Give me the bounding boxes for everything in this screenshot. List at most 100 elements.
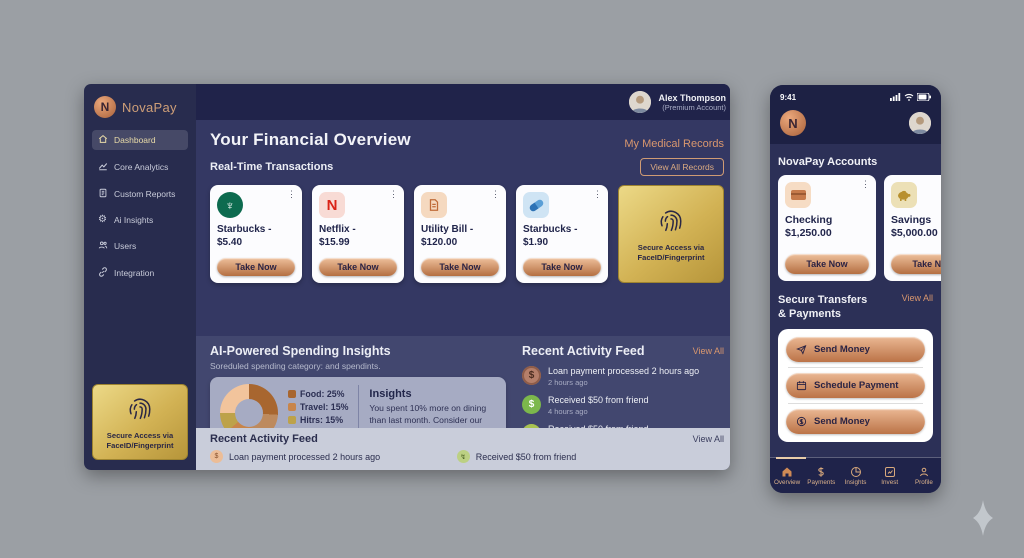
take-now-button[interactable]: Take Now xyxy=(319,258,397,276)
medical-records-link[interactable]: My Medical Records xyxy=(624,138,724,150)
sidebar-item-custom-reports[interactable]: Custom Reports xyxy=(92,184,188,204)
loan-dollar-icon: $ xyxy=(522,366,541,385)
transaction-name: Utility Bill - xyxy=(421,224,474,235)
dollar-circle-icon xyxy=(796,416,807,426)
activity-text: Received $50 from friend xyxy=(475,451,577,462)
account-card: Savings $5,000.00 Take Now xyxy=(884,175,941,281)
activity-text: Loan payment processed 2 hours ago xyxy=(229,451,381,462)
sidebar-item-users[interactable]: Users xyxy=(92,236,188,256)
secure-access-label: Secure Access via FaceID/Fingerprint xyxy=(637,243,705,262)
activity-time: 4 hours ago xyxy=(548,406,588,416)
nav-label: Profile xyxy=(914,478,933,486)
novapay-logo-icon: N xyxy=(94,96,116,118)
legend-label: Hitrs: 15% xyxy=(300,414,344,425)
sidebar-item-integration[interactable]: Integration xyxy=(92,263,188,283)
action-label: Schedule Payment xyxy=(814,379,899,391)
transaction-card: ⋮ N Netflix - $15.99 Take Now xyxy=(312,185,404,283)
take-now-button[interactable]: Take Now xyxy=(523,258,601,276)
kebab-menu-icon[interactable]: ⋮ xyxy=(287,189,296,199)
insights-heading: Insights xyxy=(369,388,412,401)
activity-item[interactable]: $ Received $50 from friend 4 hours ago xyxy=(522,394,724,416)
activity-item[interactable]: $ Loan payment processed 2 hours ago xyxy=(210,450,380,463)
send-money-button[interactable]: Send Money xyxy=(786,336,925,362)
kebab-menu-icon[interactable]: ⋮ xyxy=(861,179,870,189)
send-money-button[interactable]: Send Money xyxy=(786,408,925,434)
dollar-icon: $ xyxy=(522,394,541,414)
mobile-bottom-nav: Overview Payments Insights Invest Profil… xyxy=(770,457,941,493)
sidebar-item-core-analytics[interactable]: Core Analytics xyxy=(92,157,188,177)
activity-item[interactable]: $ Loan payment processed 2 hours ago 2 h… xyxy=(522,366,724,387)
sidebar: N NovaPay Dashboard Core Analytics Custo… xyxy=(84,84,196,470)
main-panel: Alex Thompson (Premium Account) Your Fin… xyxy=(196,84,730,470)
wifi-icon xyxy=(904,88,914,106)
transaction-amount: $5.40 xyxy=(217,236,243,248)
desktop-dashboard: N NovaPay Dashboard Core Analytics Custo… xyxy=(84,84,730,470)
piggy-bank-icon xyxy=(891,182,917,208)
take-now-button[interactable]: Take Now xyxy=(891,254,941,274)
action-label: Send Money xyxy=(814,343,870,355)
divider xyxy=(788,366,923,368)
user-plan: (Premium Account) xyxy=(662,102,726,112)
take-now-button[interactable]: Take Now xyxy=(421,258,499,276)
nav-label: Overview xyxy=(773,478,801,486)
nav-label: Payments xyxy=(807,478,836,486)
transaction-card: ⋮ ♆ Starbucks - $5.40 Take Now xyxy=(210,185,302,283)
status-time: 9:41 xyxy=(780,92,797,102)
netflix-icon: N xyxy=(319,192,345,218)
nav-item-payments[interactable]: Payments xyxy=(804,458,838,493)
schedule-payment-button[interactable]: Schedule Payment xyxy=(786,372,925,398)
view-all-link[interactable]: View All xyxy=(692,434,724,444)
lower-section: AI-Powered Spending Insights Soreduled s… xyxy=(196,336,730,470)
activity-item[interactable]: ↯ Received $50 from friend xyxy=(456,450,577,463)
bill-icon xyxy=(421,192,447,218)
legend-label: Food: 25% xyxy=(300,388,345,399)
kebab-menu-icon[interactable]: ⋮ xyxy=(491,189,500,199)
link-icon xyxy=(98,267,108,279)
action-label: Send Money xyxy=(814,415,870,427)
sidebar-item-label: Custom Reports xyxy=(114,189,176,199)
sidebar-item-dashboard[interactable]: Dashboard xyxy=(92,130,188,150)
topbar: Alex Thompson (Premium Account) xyxy=(196,84,730,120)
starbucks-icon: ♆ xyxy=(217,192,243,218)
take-now-button[interactable]: Take Now xyxy=(785,254,869,274)
actions-card: Send Money Schedule Payment Send Money xyxy=(778,328,933,442)
person-icon xyxy=(919,467,928,476)
kebab-menu-icon[interactable]: ⋮ xyxy=(593,189,602,199)
signal-icon xyxy=(890,88,901,106)
nav-item-profile[interactable]: Profile xyxy=(907,458,941,493)
view-all-link[interactable]: View All xyxy=(901,293,933,303)
gear-icon: ⚙ xyxy=(98,214,107,225)
sidebar-secure-access-card[interactable]: Secure Access via FaceID/Fingerprint xyxy=(92,384,188,460)
avatar[interactable] xyxy=(629,91,652,113)
view-all-link[interactable]: View All xyxy=(692,346,724,356)
sidebar-item-label: Users xyxy=(114,241,137,251)
page-title: Your Financial Overview xyxy=(210,130,411,149)
nav-item-overview[interactable]: Overview xyxy=(770,458,804,493)
ai-insights-title: AI-Powered Spending Insights xyxy=(210,344,391,358)
novapay-logo-icon: N xyxy=(780,110,806,136)
sidebar-item-label: Ai Insights xyxy=(114,215,154,225)
nav-item-invest[interactable]: Invest xyxy=(873,458,907,493)
legend-swatch xyxy=(288,402,296,411)
loan-icon: $ xyxy=(210,450,223,463)
account-name: Savings xyxy=(891,214,932,226)
pill-icon xyxy=(523,192,549,218)
avatar[interactable] xyxy=(909,112,931,134)
activity-time: 2 hours ago xyxy=(548,377,588,387)
transfers-title: Secure Transfers & Payments xyxy=(778,294,868,321)
sidebar-item-ai-insights[interactable]: ⚙ Ai Insights xyxy=(92,211,188,229)
credit-card-icon xyxy=(785,182,811,208)
nav-item-insights[interactable]: Insights xyxy=(838,458,872,493)
battery-icon xyxy=(916,88,931,106)
take-now-button[interactable]: Take Now xyxy=(217,258,295,276)
paper-plane-icon xyxy=(796,344,807,355)
secure-access-card[interactable]: Secure Access via FaceID/Fingerprint xyxy=(618,185,724,283)
transaction-amount: $15.99 xyxy=(319,236,350,248)
view-all-records-button[interactable]: View All Records xyxy=(640,158,724,176)
kebab-menu-icon[interactable]: ⋮ xyxy=(389,189,398,199)
pie-chart-icon xyxy=(850,466,861,477)
bottom-feed-title: Recent Activity Feed xyxy=(210,433,318,445)
dollar-icon xyxy=(818,466,825,477)
bottom-activity-feed: Recent Activity Feed View All $ Loan pay… xyxy=(196,428,730,470)
phone-body: NovaPay Accounts ⋮ Checking $1,250.00 Ta… xyxy=(770,144,941,442)
